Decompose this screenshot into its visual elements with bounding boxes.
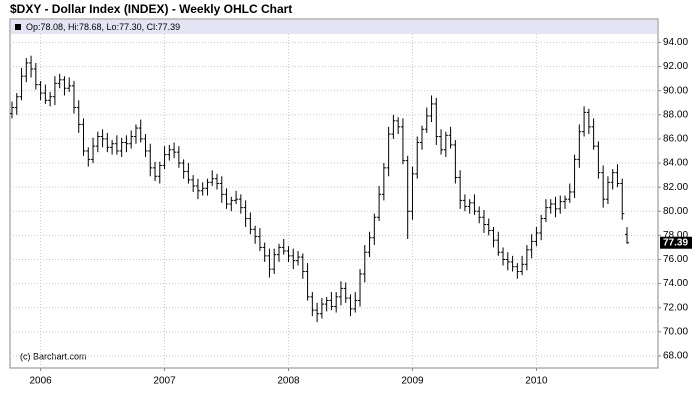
y-tick-label: 90.00 bbox=[663, 85, 688, 96]
x-tick-label: 2010 bbox=[525, 376, 548, 387]
info-bar bbox=[11, 20, 657, 34]
y-tick-label: 72.00 bbox=[663, 302, 688, 313]
y-tick-label: 82.00 bbox=[663, 182, 688, 193]
y-tick-label: 80.00 bbox=[663, 206, 688, 217]
y-tick-label: 86.00 bbox=[663, 134, 688, 145]
last-value-label: 77.39 bbox=[663, 237, 688, 248]
info-text: Op:78.08, Hi:78.68, Lo:77.30, Cl:77.39 bbox=[26, 22, 180, 32]
y-tick-label: 74.00 bbox=[663, 278, 688, 289]
y-tick-label: 88.00 bbox=[663, 109, 688, 120]
y-tick-label: 94.00 bbox=[663, 37, 688, 48]
watermark: (c) Barchart.com bbox=[20, 351, 87, 361]
x-tick-label: 2006 bbox=[29, 376, 52, 387]
x-tick-label: 2008 bbox=[277, 376, 300, 387]
plot-frame bbox=[9, 18, 659, 369]
last-value-box bbox=[660, 236, 692, 249]
y-tick-label: 92.00 bbox=[663, 61, 688, 72]
chart-title: $DXY - Dollar Index (INDEX) - Weekly OHL… bbox=[10, 2, 292, 16]
y-tick-label: 78.00 bbox=[663, 230, 688, 241]
x-tick-label: 2009 bbox=[401, 376, 424, 387]
y-tick-label: 70.00 bbox=[663, 326, 688, 337]
x-tick-label: 2007 bbox=[153, 376, 176, 387]
y-tick-label: 68.00 bbox=[663, 351, 688, 362]
y-tick-label: 84.00 bbox=[663, 158, 688, 169]
y-tick-label: 76.00 bbox=[663, 254, 688, 265]
info-icon bbox=[15, 24, 21, 30]
